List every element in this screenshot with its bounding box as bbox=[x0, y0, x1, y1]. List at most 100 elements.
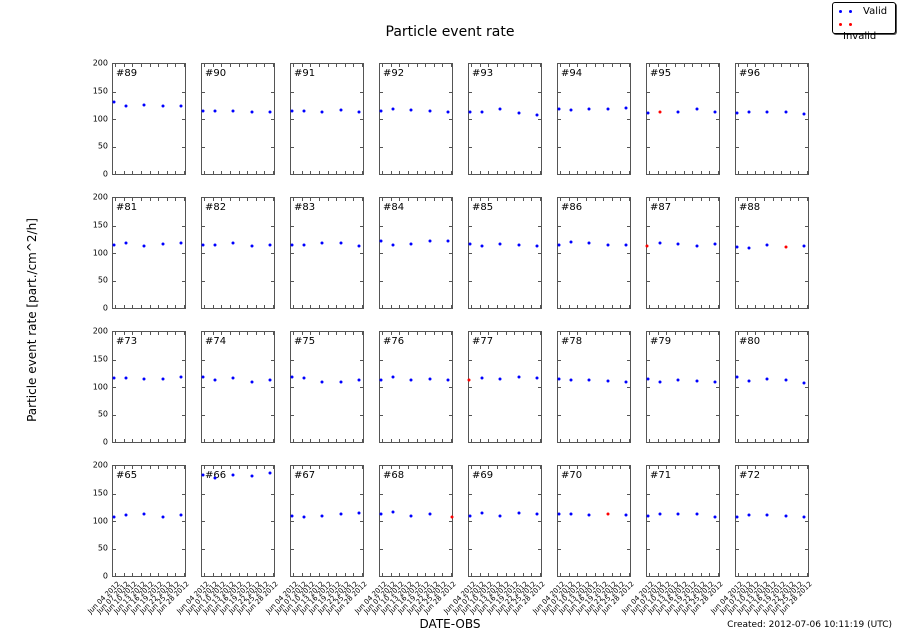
x-tick bbox=[781, 573, 783, 576]
y-tick-label: 200 bbox=[92, 58, 108, 68]
x-tick bbox=[149, 466, 151, 469]
y-tick bbox=[647, 359, 650, 361]
x-tick bbox=[522, 573, 524, 576]
y-tick bbox=[360, 387, 363, 388]
x-tick bbox=[746, 332, 748, 335]
x-tick bbox=[166, 198, 168, 201]
valid-data-point bbox=[646, 377, 650, 381]
x-tick bbox=[382, 466, 383, 469]
x-tick bbox=[471, 64, 472, 67]
x-tick bbox=[594, 573, 596, 576]
x-tick bbox=[488, 332, 490, 335]
x-tick bbox=[255, 305, 257, 308]
x-tick bbox=[496, 439, 498, 442]
valid-data-point bbox=[213, 243, 217, 247]
y-tick bbox=[202, 91, 205, 93]
x-tick bbox=[568, 64, 570, 67]
x-tick bbox=[175, 466, 177, 469]
x-tick bbox=[204, 171, 205, 174]
x-tick bbox=[149, 573, 151, 576]
x-tick bbox=[442, 466, 444, 469]
x-tick bbox=[293, 305, 294, 308]
x-tick bbox=[738, 439, 739, 442]
y-tick bbox=[449, 225, 452, 227]
x-tick bbox=[718, 305, 719, 308]
y-tick bbox=[449, 387, 452, 388]
x-tick bbox=[496, 332, 498, 335]
y-tick bbox=[627, 119, 630, 120]
valid-data-point bbox=[735, 111, 739, 115]
subplot-panel: #86 bbox=[557, 197, 631, 309]
x-tick bbox=[505, 305, 507, 308]
x-tick bbox=[560, 573, 561, 576]
x-tick bbox=[522, 332, 524, 335]
x-tick bbox=[738, 171, 739, 174]
x-tick bbox=[353, 305, 355, 308]
y-tick bbox=[182, 119, 185, 120]
x-tick bbox=[531, 466, 533, 469]
valid-data-point bbox=[124, 513, 128, 517]
subplot-panel: #88 bbox=[735, 197, 809, 309]
valid-data-point bbox=[557, 107, 561, 111]
x-tick bbox=[229, 305, 231, 308]
x-tick bbox=[344, 198, 346, 201]
x-tick bbox=[666, 198, 668, 201]
x-tick bbox=[807, 439, 808, 442]
x-tick bbox=[442, 332, 444, 335]
x-tick bbox=[807, 332, 808, 335]
x-tick bbox=[674, 171, 676, 174]
panel-id-label: #71 bbox=[650, 470, 672, 481]
x-tick bbox=[603, 305, 605, 308]
valid-data-point bbox=[557, 512, 561, 516]
valid-data-point bbox=[676, 242, 680, 246]
y-tick bbox=[291, 387, 294, 388]
valid-data-point bbox=[695, 107, 699, 111]
valid-data-point bbox=[124, 104, 128, 108]
x-tick bbox=[649, 573, 650, 576]
y-tick bbox=[113, 359, 116, 361]
x-tick bbox=[585, 64, 587, 67]
x-tick bbox=[273, 305, 274, 308]
x-tick bbox=[221, 439, 223, 442]
x-tick bbox=[132, 439, 134, 442]
valid-data-point bbox=[179, 241, 183, 245]
x-tick bbox=[649, 332, 650, 335]
valid-data-point bbox=[646, 514, 650, 517]
x-tick bbox=[344, 64, 346, 67]
x-tick bbox=[264, 198, 266, 201]
x-tick bbox=[310, 573, 312, 576]
y-tick bbox=[291, 91, 294, 93]
y-tick bbox=[380, 280, 383, 282]
y-tick bbox=[182, 387, 185, 388]
x-tick bbox=[140, 332, 142, 335]
x-tick bbox=[657, 439, 659, 442]
y-tick bbox=[469, 387, 472, 388]
x-tick bbox=[522, 466, 524, 469]
valid-data-point bbox=[357, 378, 361, 382]
valid-data-point bbox=[179, 513, 183, 517]
invalid-data-point bbox=[658, 110, 662, 114]
x-tick bbox=[577, 64, 579, 67]
y-tick bbox=[113, 548, 116, 550]
x-tick bbox=[807, 198, 808, 201]
x-tick bbox=[505, 332, 507, 335]
y-tick bbox=[380, 225, 383, 227]
y-tick-label: 100 bbox=[92, 248, 108, 257]
x-tick bbox=[416, 198, 418, 201]
x-tick bbox=[362, 466, 363, 469]
x-tick bbox=[221, 305, 223, 308]
x-tick bbox=[336, 171, 338, 174]
invalid-data-point bbox=[450, 515, 454, 519]
subplot-panel: #72 bbox=[735, 465, 809, 577]
x-tick bbox=[488, 198, 490, 201]
x-tick bbox=[238, 198, 240, 201]
y-tick bbox=[271, 225, 274, 227]
y-tick bbox=[716, 521, 719, 522]
x-tick bbox=[238, 439, 240, 442]
invalid-data-point bbox=[645, 244, 649, 248]
valid-data-point bbox=[468, 110, 472, 114]
valid-data-point bbox=[357, 244, 361, 248]
x-tick bbox=[700, 332, 702, 335]
x-tick bbox=[479, 198, 481, 201]
x-tick bbox=[336, 305, 338, 308]
